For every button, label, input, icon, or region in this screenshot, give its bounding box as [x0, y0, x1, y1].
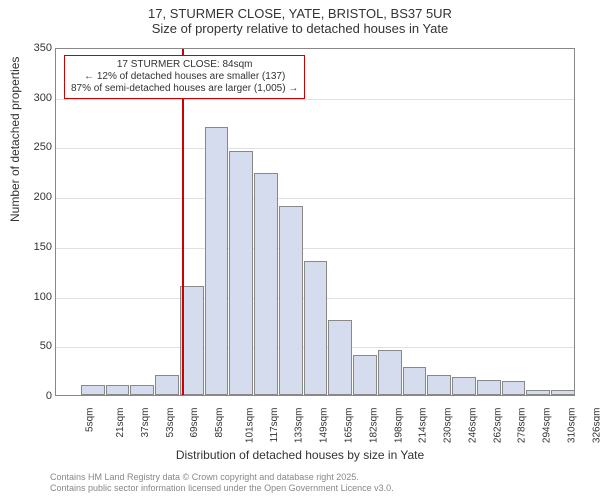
annotation-box: 17 STURMER CLOSE: 84sqm← 12% of detached…	[64, 55, 305, 99]
histogram-bar	[403, 367, 427, 395]
histogram-bar	[502, 381, 526, 395]
x-tick-label: 262sqm	[492, 408, 503, 444]
y-tick-label: 200	[12, 191, 52, 203]
histogram-bar	[106, 385, 130, 395]
annotation-line: 87% of semi-detached houses are larger (…	[71, 83, 298, 95]
annotation-line: 17 STURMER CLOSE: 84sqm	[71, 59, 298, 71]
histogram-bar	[130, 385, 154, 395]
x-tick-label: 5sqm	[85, 408, 96, 432]
y-tick-label: 300	[12, 92, 52, 104]
histogram-bar	[279, 206, 303, 395]
y-tick-label: 350	[12, 42, 52, 54]
x-axis-label: Distribution of detached houses by size …	[0, 448, 600, 462]
x-tick-label: 278sqm	[517, 408, 528, 444]
y-tick-label: 100	[12, 291, 52, 303]
x-tick-label: 246sqm	[467, 408, 478, 444]
x-tick-label: 198sqm	[393, 408, 404, 444]
histogram-bar	[254, 173, 278, 395]
x-tick-label: 230sqm	[443, 408, 454, 444]
y-tick-label: 50	[12, 340, 52, 352]
histogram-bar	[81, 385, 105, 395]
x-tick-label: 117sqm	[269, 408, 280, 443]
histogram-bar	[526, 390, 550, 395]
x-tick-label: 133sqm	[294, 408, 305, 444]
histogram-bar	[328, 320, 352, 395]
histogram-bar	[378, 350, 402, 395]
title-line-2: Size of property relative to detached ho…	[0, 21, 600, 36]
x-tick-label: 165sqm	[344, 408, 355, 444]
footer-line-3: Contains public sector information licen…	[50, 483, 394, 494]
reference-line	[182, 49, 184, 395]
y-tick-label: 0	[12, 390, 52, 402]
x-tick-label: 149sqm	[319, 408, 330, 444]
x-tick-label: 214sqm	[418, 408, 429, 444]
histogram-bar	[452, 377, 476, 395]
x-tick-label: 182sqm	[368, 408, 379, 444]
x-tick-label: 37sqm	[140, 408, 151, 438]
grid-line	[56, 198, 574, 199]
histogram-bar	[353, 355, 377, 395]
x-tick-label: 53sqm	[165, 408, 176, 438]
y-tick-label: 250	[12, 141, 52, 153]
x-tick-label: 21sqm	[115, 408, 126, 438]
footer-attribution: Contains HM Land Registry data © Crown c…	[50, 472, 394, 495]
grid-line	[56, 148, 574, 149]
histogram-bar	[205, 127, 229, 395]
plot-area: 17 STURMER CLOSE: 84sqm← 12% of detached…	[55, 48, 575, 396]
chart-title-block: 17, STURMER CLOSE, YATE, BRISTOL, BS37 5…	[0, 0, 600, 36]
x-tick-label: 69sqm	[189, 408, 200, 438]
grid-line	[56, 248, 574, 249]
histogram-bar	[551, 390, 575, 395]
title-line-1: 17, STURMER CLOSE, YATE, BRISTOL, BS37 5…	[0, 6, 600, 21]
histogram-bar	[304, 261, 328, 395]
annotation-line: ← 12% of detached houses are smaller (13…	[71, 71, 298, 83]
footer-line-1: Contains HM Land Registry data © Crown c…	[50, 472, 394, 483]
x-tick-label: 294sqm	[542, 408, 553, 444]
histogram-bar	[477, 380, 501, 395]
x-tick-label: 310sqm	[566, 408, 577, 444]
histogram-bar	[229, 151, 253, 395]
histogram-bar	[427, 375, 451, 395]
y-tick-label: 150	[12, 241, 52, 253]
x-tick-label: 326sqm	[591, 408, 600, 444]
histogram-bar	[155, 375, 179, 395]
x-tick-label: 85sqm	[214, 408, 225, 438]
x-tick-label: 101sqm	[245, 408, 256, 444]
